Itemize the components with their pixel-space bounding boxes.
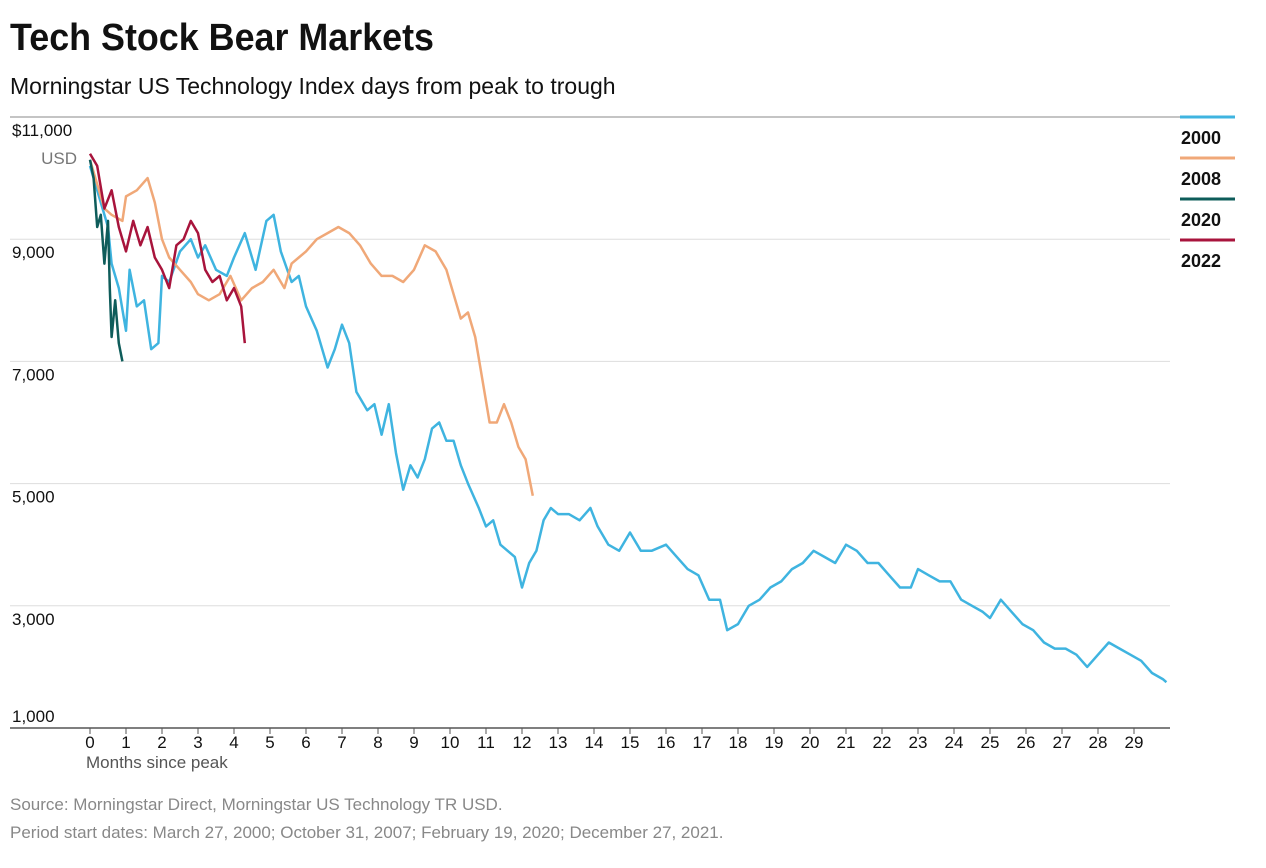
x-tick-label: 19: [765, 733, 784, 752]
x-tick-label: 16: [657, 733, 676, 752]
x-tick-label: 15: [621, 733, 640, 752]
x-tick-label: 23: [909, 733, 928, 752]
x-tick-label: 14: [585, 733, 604, 752]
x-tick-label: 8: [373, 733, 382, 752]
x-tick-label: 12: [513, 733, 532, 752]
x-tick-label: 22: [873, 733, 892, 752]
series-line: [88, 159, 535, 497]
x-tick-label: 13: [549, 733, 568, 752]
x-tick-label: 4: [229, 733, 238, 752]
y-tick-label: $11,000: [12, 121, 72, 140]
x-tick-label: 18: [729, 733, 748, 752]
x-tick-label: 10: [441, 733, 460, 752]
x-tick-label: 27: [1053, 733, 1072, 752]
x-tick-label: 21: [837, 733, 856, 752]
legend-label: 2008: [1181, 169, 1221, 189]
y-unit: USD: [41, 149, 77, 168]
source-note: Source: Morningstar Direct, Morningstar …: [10, 795, 503, 814]
y-tick-label: 1,000: [12, 707, 55, 726]
x-tick-label: 20: [801, 733, 820, 752]
x-axis-label: Months since peak: [86, 753, 228, 772]
x-tick-label: 29: [1125, 733, 1144, 752]
legend-label: 2020: [1181, 210, 1221, 230]
x-tick-label: 28: [1089, 733, 1108, 752]
legend-label: 2000: [1181, 128, 1221, 148]
x-tick-label: 1: [121, 733, 130, 752]
series-line: [88, 159, 124, 362]
y-tick-label: 3,000: [12, 610, 55, 629]
x-tick-label: 2: [157, 733, 166, 752]
x-tick-label: 7: [337, 733, 346, 752]
y-tick-label: 7,000: [12, 365, 55, 384]
x-tick-label: 9: [409, 733, 418, 752]
y-tick-label: 5,000: [12, 488, 55, 507]
x-tick-label: 26: [1017, 733, 1036, 752]
y-tick-label: 9,000: [12, 243, 55, 262]
x-tick-label: 24: [945, 733, 964, 752]
x-tick-label: 25: [981, 733, 1000, 752]
x-tick-label: 3: [193, 733, 202, 752]
x-tick-label: 11: [477, 733, 495, 752]
legend-label: 2022: [1181, 251, 1221, 271]
chart-subtitle: Morningstar US Technology Index days fro…: [10, 73, 616, 99]
x-tick-label: 6: [301, 733, 310, 752]
series-line: [88, 153, 247, 344]
series-line: [88, 165, 1168, 684]
chart-title: Tech Stock Bear Markets: [10, 17, 434, 59]
period-note: Period start dates: March 27, 2000; Octo…: [10, 823, 723, 842]
x-tick-label: 5: [265, 733, 274, 752]
x-tick-label: 0: [85, 733, 94, 752]
x-tick-label: 17: [693, 733, 712, 752]
